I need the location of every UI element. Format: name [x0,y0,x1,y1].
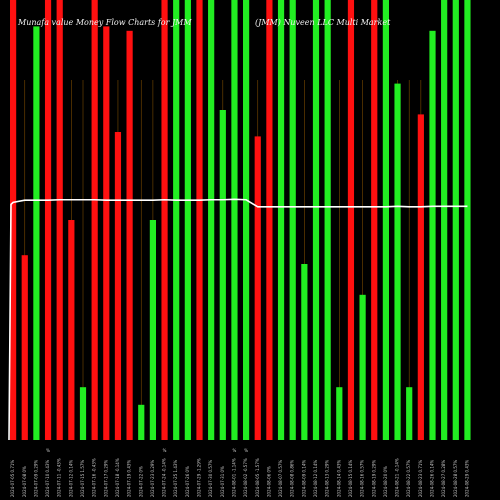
money-flow-bar-23 [277,0,285,440]
x-tick-label-38: 2024-08-28 0.57% [453,460,458,497]
x-tick-label-11: 2024-07-22 0% [138,466,143,497]
money-flow-bar-35 [417,114,424,441]
money-flow-bar-11 [138,404,145,440]
money-flow-bar-9 [114,132,122,440]
x-tick-label-12: 2024-07-23 0.29% [150,460,155,497]
money-flow-bar-4 [56,0,63,440]
money-flow-bar-38 [452,0,459,440]
x-tick-label-24: 2024-08-08 0.86% [290,460,295,497]
money-flow-bar-2 [33,26,40,441]
money-flow-bar-0 [10,0,17,440]
money-flow-bar-18 [219,110,226,440]
x-tick-label-32: 2024-08-20 0% [383,466,388,497]
x-tick-label-15: 2024-07-26 0% [185,466,190,497]
x-tick-label-13: 2024-07-24 -0.14% [162,458,167,497]
x-tick-label-34: 2024-08-22 0.57% [406,460,411,497]
percent-mark-1: % [163,448,167,453]
money-flow-bar-17 [208,0,215,440]
money-flow-bar-34 [406,387,413,440]
x-tick-label-20: 2024-08-02 -0.57% [243,458,248,497]
money-flow-bar-29 [347,0,355,440]
money-flow-bar-30 [359,294,366,440]
percent-mark-3: % [244,448,248,453]
x-tick-label-5: 2024-07-12 0.14% [68,460,73,497]
x-tick-label-39: 2024-08-29 0.43% [464,460,469,497]
money-flow-bar-27 [324,0,331,440]
x-tick-label-37: 2024-08-27 0.28% [441,460,446,497]
money-flow-bar-21 [254,136,261,440]
money-flow-bar-25 [301,264,308,440]
money-flow-bar-26 [312,0,320,440]
x-tick-label-9: 2024-07-18 -0.14% [115,458,120,497]
x-tick-label-1: 2024-07-08 0% [22,466,27,497]
money-flow-bar-14 [173,0,180,440]
x-tick-label-23: 2024-08-07 0.57% [278,460,283,497]
x-tick-label-25: 2024-08-09 0.14% [301,460,306,497]
x-tick-label-22: 2024-08-06 0% [266,466,271,497]
x-tick-label-28: 2024-08-14 0.43% [336,460,341,497]
x-tick-label-35: 2024-08-23 0.71% [418,460,423,497]
money-flow-bar-7 [91,0,98,440]
money-flow-bar-36 [429,30,436,441]
money-flow-bar-20 [243,0,250,440]
x-tick-label-10: 2024-07-19 0.43% [127,460,132,497]
x-tick-label-8: 2024-07-17 0.29% [103,460,108,497]
x-tick-label-4: 2024-07-11 -0.43% [57,458,62,497]
x-tick-label-7: 2024-07-16 -0.43% [92,458,97,497]
x-tick-label-3: 2024-07-10 0.43% [45,460,50,497]
money-flow-bar-22 [266,0,273,440]
x-tick-label-33: 2024-08-21 -0.14% [395,458,400,497]
money-flow-bar-33 [394,83,401,440]
percent-mark-2: % [233,448,237,453]
money-flow-bar-12 [149,220,156,440]
x-tick-label-0: 2024-07-05 0.71% [10,460,15,497]
money-flow-bar-16 [196,0,203,440]
x-tick-label-14: 2024-07-25 1.43% [173,460,178,497]
chart-title-left: Munafa value Money Flow Charts for JMM [18,18,192,27]
x-tick-label-19: 2024-08-01 -1.14% [231,458,236,497]
x-tick-label-6: 2024-07-15 1.57% [80,460,85,497]
x-tick-label-30: 2024-08-16 0.57% [360,460,365,497]
money-flow-bar-37 [441,0,448,440]
x-tick-label-16: 2024-07-29 -1.29% [197,458,202,497]
x-tick-label-18: 2024-07-31 0% [220,466,225,497]
money-flow-bar-1 [21,255,28,440]
x-tick-label-27: 2024-08-13 0.29% [325,460,330,497]
x-tick-label-29: 2024-08-15 0.14% [348,460,353,497]
price-line [8,198,468,441]
money-flow-bar-8 [103,26,110,441]
money-flow-bar-3 [44,0,52,440]
money-flow-bar-6 [79,387,87,440]
x-tick-label-31: 2024-08-19 0.29% [371,460,376,497]
money-flow-bar-5 [68,220,75,440]
x-tick-label-2: 2024-07-09 0.29% [33,460,38,497]
money-flow-bar-10 [126,30,133,441]
money-flow-bar-13 [161,0,168,440]
x-tick-label-26: 2024-08-12 0.14% [313,460,318,497]
percent-mark-0: % [46,448,50,453]
x-tick-label-21: 2024-08-05 -1.57% [255,458,260,497]
x-tick-label-36: 2024-08-26 0.14% [430,460,435,497]
money-flow-bar-32 [382,0,389,440]
money-flow-bar-15 [184,0,191,440]
money-flow-bar-24 [289,0,296,440]
chart-title-right: (JMM) Nuveen LLC Multi Market [255,18,391,27]
money-flow-bar-31 [371,0,378,440]
x-tick-label-17: 2024-07-30 0.57% [208,460,213,497]
money-flow-bar-19 [231,0,238,440]
money-flow-bar-39 [464,0,471,440]
money-flow-bar-28 [336,387,343,440]
